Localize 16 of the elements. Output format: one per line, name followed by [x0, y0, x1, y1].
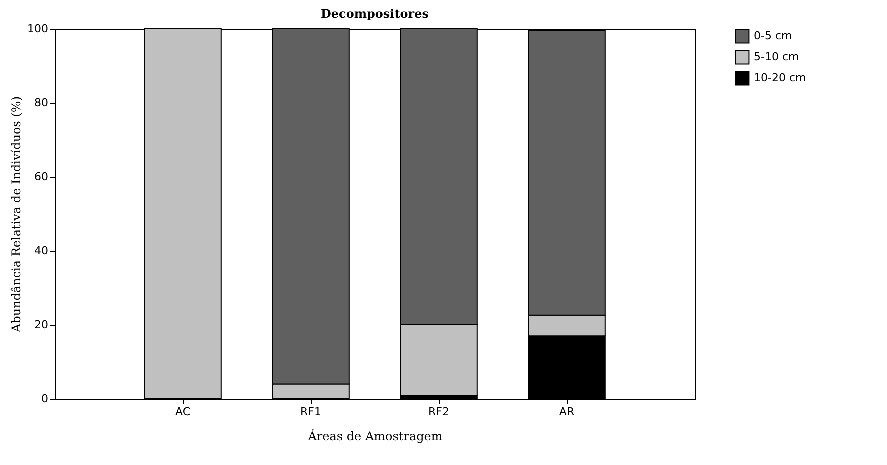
legend-label: 10-20 cm [754, 72, 806, 84]
y-tick-label: 80 [34, 96, 48, 110]
y-tick-label: 20 [34, 318, 48, 332]
legend-label: 5-10 cm [754, 50, 800, 64]
legend-label: 0-5 cm [754, 30, 792, 42]
y-tick-label: 40 [34, 244, 48, 258]
y-tick-label: 100 [28, 22, 48, 36]
x-tick-label: RF1 [300, 406, 322, 418]
x-axis-title: Áreas de Amostragem [307, 428, 444, 444]
chart-title: Decompositores [320, 7, 430, 21]
y-tick-label: 0 [42, 392, 48, 406]
y-axis-title: Abundância Relativa de Indivíduos (%) [10, 96, 24, 334]
x-tick-label: RF2 [428, 406, 450, 418]
y-tick-label: 60 [34, 170, 48, 184]
x-tick-label: AR [559, 406, 575, 418]
x-tick-label: AC [175, 406, 191, 418]
